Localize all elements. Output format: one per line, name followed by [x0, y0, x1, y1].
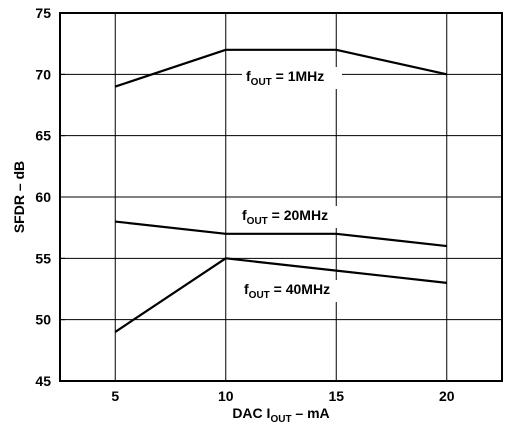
series-label-1-main: f: [246, 68, 251, 84]
x-tick-label-15: 15: [328, 388, 344, 404]
series-label-bg-3: [240, 280, 352, 302]
series-label-3-suffix: = 40MHz: [270, 281, 330, 297]
series-line-1: [114, 48, 447, 88]
plot-frame: [59, 12, 503, 382]
x-axis-label-sub: OUT: [270, 414, 291, 425]
series-label-1: fOUT = 1MHz: [246, 68, 324, 88]
y-tick-label-50: 50: [35, 312, 51, 328]
x-axis-label-main: DAC I: [232, 405, 270, 421]
series-label-1-sub: OUT: [251, 77, 272, 88]
y-tick-label-65: 65: [35, 128, 51, 144]
x-axis-label-suffix: – mA: [292, 405, 330, 421]
y-tick-label-45: 45: [35, 373, 51, 389]
x-tick-label-20: 20: [439, 388, 455, 404]
series-label-2-sub: OUT: [247, 216, 268, 227]
y-tick-label-55: 55: [35, 250, 51, 266]
x-axis-label: DAC IOUT – mA: [232, 405, 329, 425]
series-label-bg-1: [242, 67, 342, 89]
x-tick-label-5: 5: [111, 388, 119, 404]
y-axis-label: SFDR – dB: [11, 161, 27, 233]
series-label-1-suffix: = 1MHz: [272, 68, 325, 84]
series-label-bg-2: [238, 206, 350, 228]
series-label-2: fOUT = 20MHz: [242, 207, 328, 227]
series-line-2: [115, 220, 447, 248]
x-tick-label-10: 10: [218, 388, 234, 404]
series-label-2-suffix: = 20MHz: [268, 207, 328, 223]
series-label-3: fOUT = 40MHz: [244, 281, 330, 301]
series-label-3-main: f: [244, 281, 249, 297]
series-layer: [114, 48, 447, 333]
y-tick-label-60: 60: [35, 189, 51, 205]
y-tick-label-75: 75: [35, 5, 51, 21]
series-line-3: [114, 257, 447, 333]
series-label-3-sub: OUT: [249, 290, 270, 301]
series-label-2-main: f: [242, 207, 247, 223]
y-tick-label-70: 70: [35, 66, 51, 82]
tick-label-layer: 5 10 15 20 45 50 55 60 65 70 75: [35, 5, 454, 404]
